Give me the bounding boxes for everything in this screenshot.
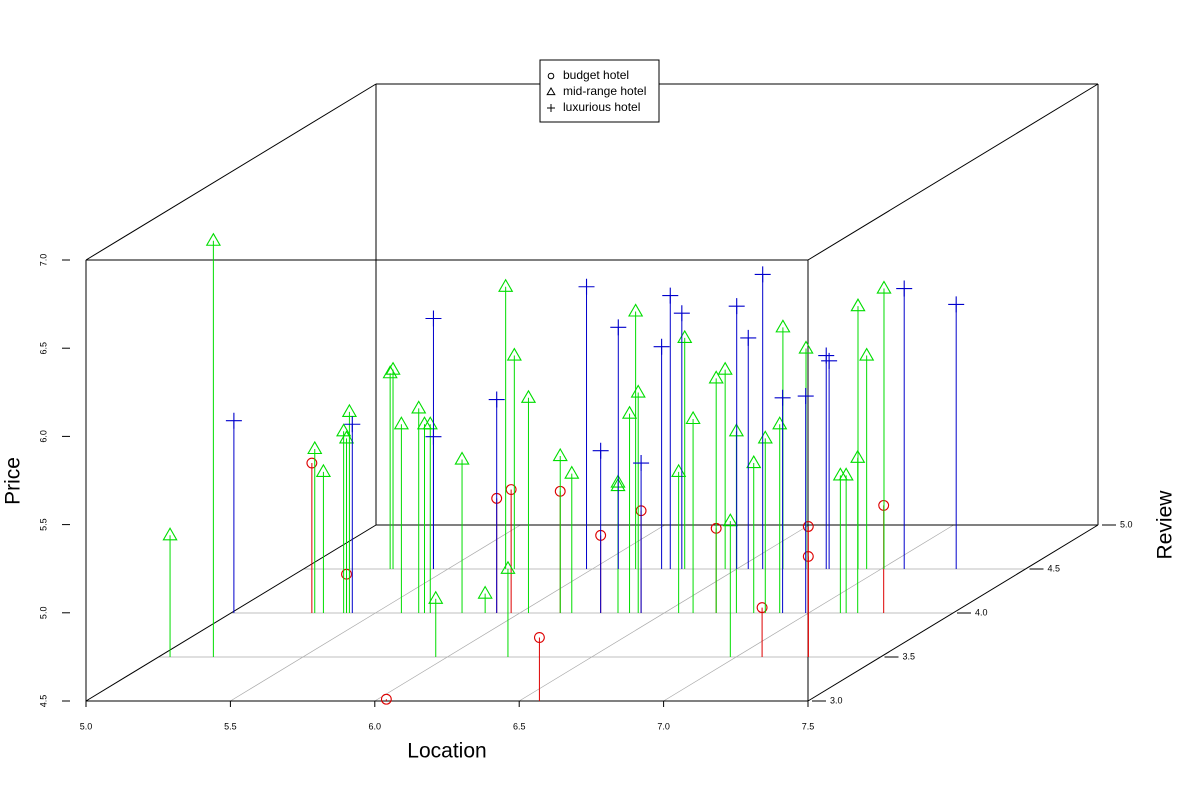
point [774, 389, 791, 406]
point [740, 329, 757, 346]
point [797, 388, 814, 405]
box [85, 83, 1099, 702]
z-tick-label: 7.0 [38, 254, 48, 267]
z-tick-label: 5.5 [38, 518, 48, 531]
z-tick-label: 6.0 [38, 430, 48, 443]
point [341, 403, 358, 418]
legend: budget hotel mid-range hotel luxurious hot… [539, 59, 660, 123]
legend-marker [547, 104, 555, 112]
point [520, 389, 537, 403]
x-tick-label: 7.0 [657, 721, 670, 731]
point [673, 305, 690, 322]
point [578, 278, 595, 295]
point [838, 467, 854, 481]
point [225, 412, 242, 429]
point [757, 430, 773, 444]
point [708, 370, 724, 384]
box-edge [807, 524, 1099, 702]
point [315, 463, 332, 477]
point [162, 527, 178, 541]
point [685, 410, 701, 425]
y-tick-label: 5.0 [1120, 519, 1133, 529]
point [477, 585, 493, 599]
x-tick-label: 6.0 [369, 721, 382, 731]
point [393, 416, 409, 430]
point [728, 298, 745, 315]
point [948, 296, 965, 313]
point [488, 391, 505, 408]
point [425, 428, 442, 445]
x-axis-label: Location [407, 740, 486, 763]
point [306, 457, 318, 469]
point [628, 303, 644, 317]
box-edge [85, 83, 377, 261]
point [746, 454, 762, 469]
point [798, 340, 814, 354]
z-tick-label: 6.5 [38, 342, 48, 355]
legend-label: budget hotel [563, 68, 629, 82]
point [754, 266, 771, 283]
point [802, 521, 814, 532]
point [621, 405, 638, 419]
point [205, 232, 221, 246]
point [653, 338, 670, 355]
y-axis-label: Review [1154, 490, 1177, 560]
axes: 5.0 5.5 6.0 6.5 7.0 7.5 3.0 3.5 4.0 4.5 5.0 4.5 5.0 5… [38, 254, 1132, 732]
point [610, 319, 627, 336]
point [756, 602, 768, 614]
legend-label: mid-range hotel [563, 84, 646, 98]
point [850, 298, 866, 312]
points [162, 232, 965, 705]
point [717, 361, 733, 375]
box-edge [807, 83, 1099, 261]
legend-box [539, 59, 660, 123]
point [850, 449, 866, 463]
point [876, 280, 892, 294]
point [385, 361, 401, 375]
point [344, 416, 361, 433]
y-tick-label: 3.0 [830, 695, 843, 705]
z-tick-label: 5.0 [38, 607, 48, 620]
point [552, 447, 568, 462]
point [411, 400, 427, 414]
point [533, 632, 545, 643]
point [380, 693, 392, 705]
x-tick-label: 5.5 [224, 721, 237, 731]
point [821, 352, 838, 369]
grid [158, 524, 1026, 702]
y-tick-label: 4.5 [1048, 563, 1061, 573]
point [428, 590, 444, 604]
legend-marker [546, 86, 556, 96]
x-tick-label: 5.0 [80, 721, 93, 731]
point [896, 280, 913, 297]
legend-marker [547, 72, 555, 80]
point [592, 442, 609, 459]
point [454, 451, 470, 465]
point [775, 319, 791, 333]
x-tick-label: 6.5 [513, 721, 526, 731]
box-edge [85, 524, 377, 702]
y-tick-label: 3.5 [903, 651, 916, 661]
point [425, 310, 442, 327]
point [307, 440, 323, 455]
point [630, 384, 646, 398]
point [859, 347, 875, 361]
z-tick-label: 4.5 [38, 695, 48, 708]
point [500, 560, 516, 574]
point [722, 513, 738, 527]
point [506, 347, 522, 361]
z-axis-label: Price [2, 457, 25, 505]
point [633, 455, 650, 472]
point [802, 551, 814, 562]
x-tick-label: 7.5 [802, 721, 815, 731]
point [498, 278, 514, 292]
point [564, 465, 580, 479]
point [505, 484, 517, 495]
y-tick-label: 4.0 [975, 607, 988, 617]
point [662, 287, 679, 304]
legend-label: luxurious hotel [563, 100, 640, 114]
